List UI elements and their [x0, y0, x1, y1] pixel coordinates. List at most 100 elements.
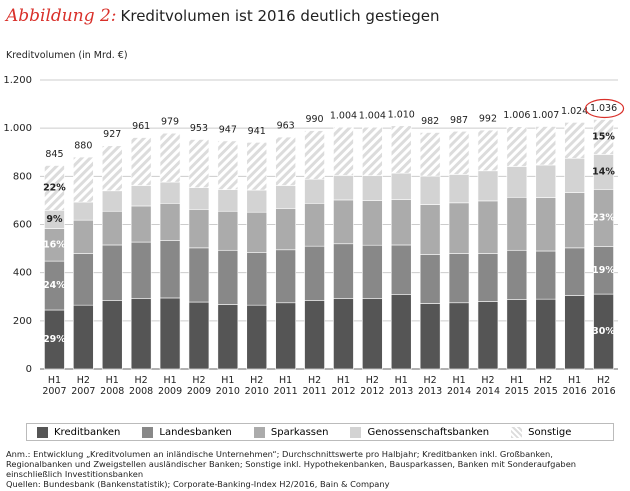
legend-item: Sonstige — [511, 426, 572, 438]
total-label: 987 — [450, 115, 468, 126]
share-label: 9% — [46, 214, 63, 225]
total-label: 982 — [421, 116, 439, 127]
share-label: 15% — [592, 131, 615, 142]
bar-segment — [362, 244, 383, 299]
total-label: 992 — [479, 114, 497, 125]
bar-segment — [101, 210, 123, 246]
bar-segment — [275, 185, 296, 209]
x-tick-label: H2 2012 — [360, 375, 385, 397]
bar-segment — [246, 252, 268, 306]
legend-swatch — [142, 426, 154, 438]
bar-segment — [419, 175, 441, 205]
bar-segment — [448, 253, 470, 304]
bar-segment — [477, 129, 499, 172]
bar-segment — [73, 201, 94, 221]
bar-segment — [564, 247, 585, 296]
bar-segment — [130, 137, 152, 186]
x-tick-label: H2 2013 — [418, 375, 443, 397]
bar-segment — [246, 142, 268, 191]
bar-segment — [73, 304, 94, 370]
bar-segment — [333, 298, 354, 370]
total-label: 1.004 — [359, 111, 386, 122]
bar-segment — [101, 145, 123, 192]
bar-segment — [188, 301, 210, 370]
bar-segment — [304, 245, 325, 301]
bar-segment — [564, 122, 585, 159]
x-tick-label: H1 2011 — [273, 375, 298, 397]
bar-segment — [564, 295, 585, 370]
bar-segment — [419, 303, 441, 370]
total-label: 979 — [161, 117, 179, 128]
bar-segment — [73, 156, 94, 203]
bar-segment — [246, 211, 268, 253]
bar-segment — [130, 298, 152, 370]
y-axis-label: Kreditvolumen (in Mrd. €) — [6, 50, 128, 61]
chart: 0 200 400 600 800 1.000 1.200 29% 24% 16% 9% 22% 845… — [3, 75, 625, 375]
bar-segment — [73, 253, 94, 306]
y-tick-label: 800 — [13, 171, 32, 182]
bar-segment — [564, 192, 585, 249]
legend-swatch — [37, 426, 48, 438]
x-tick-label: H1 2016 — [562, 375, 587, 397]
bar-segment — [419, 132, 441, 177]
total-label: 1.004 — [330, 111, 357, 122]
bar-segment — [130, 185, 152, 207]
total-label: 845 — [45, 149, 63, 160]
bar-segment — [419, 254, 441, 304]
bar-segment — [506, 196, 528, 251]
bar-segment — [333, 175, 354, 201]
bar-segment — [535, 250, 557, 300]
total-label: 990 — [305, 114, 323, 125]
bar-segment — [188, 247, 210, 303]
total-label: 1.007 — [532, 110, 559, 121]
bar-segment — [333, 199, 354, 245]
legend-item: Sparkassen — [253, 426, 328, 438]
bar-segment — [390, 294, 412, 370]
source-text: Quellen: Bundesbank (Bankenstatistik); C… — [6, 479, 390, 489]
legend-item: Kreditbanken — [37, 426, 120, 438]
total-label: 1.024 — [561, 106, 588, 117]
bar-segment — [101, 300, 123, 370]
x-tick-label: H2 2011 — [302, 375, 327, 397]
total-label: 927 — [103, 129, 121, 140]
x-tick-label: H1 2014 — [446, 375, 472, 397]
bar-segment — [477, 253, 499, 302]
bar-segment — [159, 181, 181, 204]
legend-swatch — [253, 426, 265, 438]
bar-segment — [535, 164, 557, 198]
share-label: 24% — [43, 280, 66, 291]
bar-segment — [246, 189, 268, 213]
bar-segment — [44, 165, 65, 211]
bar-segment — [535, 197, 557, 252]
bar-segment — [448, 302, 470, 370]
y-tick-label: 200 — [13, 316, 32, 327]
legend-item: Genossenschaftsbanken — [350, 426, 490, 438]
total-label: 947 — [219, 124, 237, 135]
bar-segment — [130, 205, 152, 243]
bar-segment — [448, 130, 470, 175]
bar-segment — [275, 302, 296, 370]
bar-segment — [73, 219, 94, 254]
bar-segment — [362, 298, 383, 370]
bar-segment — [477, 200, 499, 254]
bar-segment — [217, 189, 239, 212]
bar-segment — [188, 187, 210, 210]
bar-segment — [333, 243, 354, 299]
notes: Anm.: Entwicklung „Kreditvolumen an inlä… — [6, 449, 616, 489]
bar-segment — [130, 241, 152, 299]
bar-segment — [477, 170, 499, 202]
bar-segment — [535, 126, 557, 166]
legend-label: Genossenschaftsbanken — [367, 426, 490, 438]
bar-segment — [304, 130, 325, 180]
bar-segment — [362, 126, 383, 176]
y-tick-label: 1.200 — [3, 75, 32, 86]
x-tick-label: H1 2008 — [100, 375, 125, 397]
bar-segment — [333, 126, 354, 176]
title: Abbildung 2: Kreditvolumen ist 2016 deutl… — [6, 6, 440, 26]
legend-label: Sonstige — [528, 426, 572, 438]
bar-segment — [304, 178, 325, 204]
highlight-circle — [584, 98, 625, 119]
share-label: 16% — [43, 239, 66, 250]
bar-segment — [159, 297, 181, 370]
